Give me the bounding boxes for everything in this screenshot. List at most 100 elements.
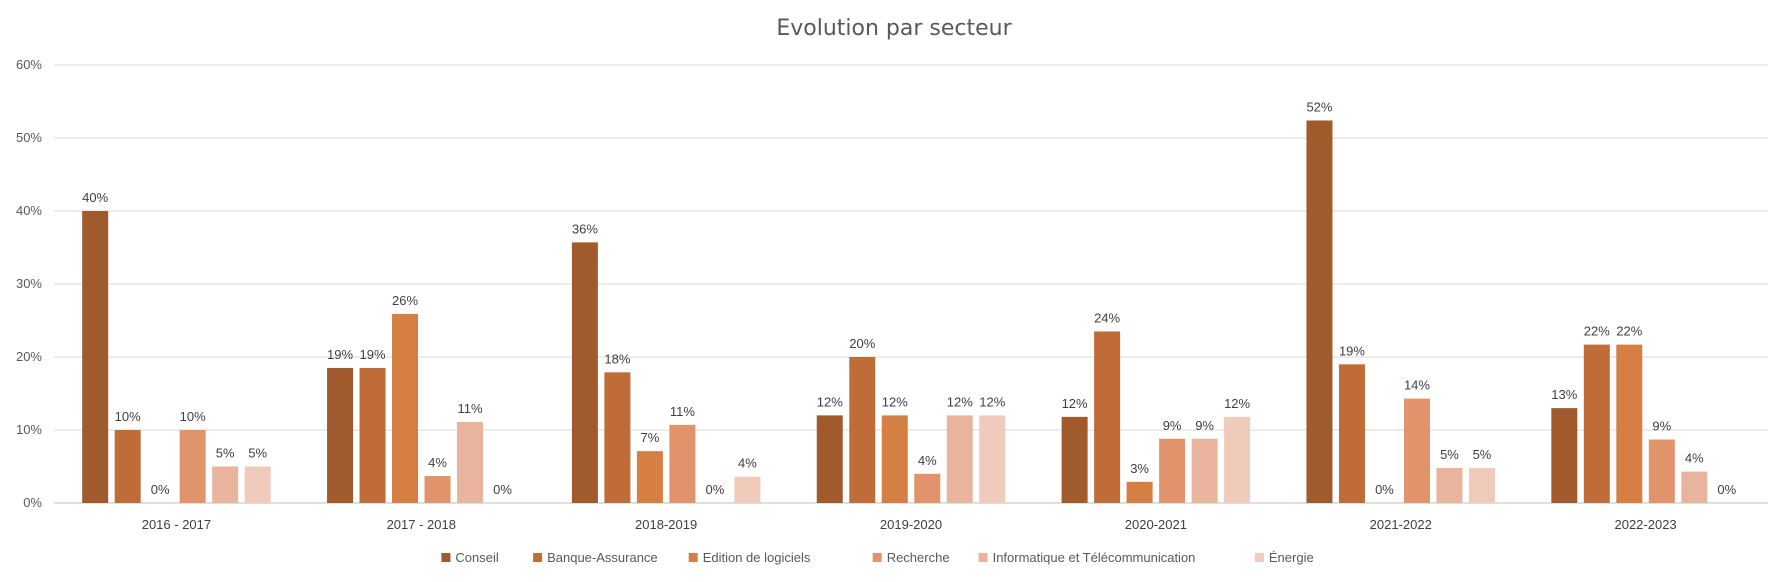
data-label: 12% (1224, 396, 1250, 411)
legend-label: Edition de logiciels (703, 550, 811, 565)
bar (1648, 439, 1675, 503)
bar (849, 357, 876, 503)
x-category-label: 2021-2022 (1370, 517, 1432, 532)
data-label: 0% (1717, 482, 1736, 497)
data-label: 0% (493, 482, 512, 497)
y-tick-label: 30% (16, 276, 42, 291)
legend-label: Énergie (1269, 550, 1314, 565)
bar (914, 473, 941, 503)
bar (1126, 481, 1153, 503)
bar (114, 430, 141, 503)
bar (1191, 438, 1218, 503)
data-label: 5% (1440, 447, 1459, 462)
legend-swatch (533, 553, 543, 562)
bar (1551, 408, 1578, 503)
data-label: 11% (458, 401, 483, 416)
data-label: 11% (670, 404, 695, 419)
legend-swatch (688, 553, 698, 562)
legend-label: Banque-Assurance (547, 550, 658, 565)
data-label: 9% (1195, 418, 1214, 433)
x-axis-categories: 2016 - 2017 2017 - 2018 2018-2019 2019-2020… (142, 517, 1677, 532)
legend-label: Conseil (455, 550, 498, 565)
y-tick-label: 10% (16, 422, 42, 437)
data-label: 12% (1062, 396, 1088, 411)
bar (571, 242, 598, 503)
bar (359, 367, 386, 503)
bar (82, 211, 109, 503)
data-label: 19% (360, 347, 386, 362)
grid-lines (54, 64, 1768, 504)
bar (636, 451, 663, 503)
data-label: 10% (115, 409, 141, 424)
data-label: 9% (1652, 418, 1671, 433)
data-label: 40% (82, 190, 108, 205)
data-label: 12% (947, 394, 973, 409)
data-label: 10% (180, 409, 206, 424)
data-label: 4% (918, 453, 937, 468)
data-label: 4% (738, 456, 757, 471)
bars (82, 120, 1708, 503)
legend-label: Informatique et Télécommunication (993, 550, 1196, 565)
data-label: 12% (979, 394, 1005, 409)
y-tick-label: 60% (16, 57, 42, 72)
bar (244, 466, 271, 503)
data-label: 13% (1551, 387, 1577, 402)
legend-swatch (1254, 553, 1264, 562)
bar (1403, 398, 1430, 503)
data-label: 5% (216, 446, 235, 461)
bar (979, 415, 1006, 503)
y-tick-label: 20% (16, 349, 42, 364)
data-label: 22% (1616, 324, 1642, 339)
bar (1094, 331, 1121, 503)
bar (881, 415, 908, 503)
x-category-label: 2018-2019 (635, 517, 697, 532)
data-label: 19% (1339, 343, 1365, 358)
data-label: 4% (428, 455, 447, 470)
bar (1681, 471, 1708, 503)
bar (424, 475, 451, 503)
legend-swatch (872, 553, 882, 562)
bar (327, 367, 354, 503)
bar (1583, 344, 1610, 503)
data-label: 24% (1094, 310, 1120, 325)
bar (392, 313, 419, 503)
data-label: 3% (1130, 461, 1149, 476)
data-label: 5% (1473, 447, 1492, 462)
data-label: 18% (604, 351, 630, 366)
data-label: 9% (1163, 418, 1182, 433)
chart-title: Evolution par secteur (776, 16, 1012, 41)
bar (179, 430, 206, 503)
data-label: 5% (248, 446, 267, 461)
data-label: 0% (705, 482, 724, 497)
bar (734, 476, 761, 503)
y-axis-ticks: 0% 10% 20% 30% 40% 50% 60% (16, 57, 42, 510)
data-label: 26% (392, 293, 418, 308)
bar (1061, 416, 1088, 503)
bar (1616, 344, 1643, 503)
data-label: 22% (1584, 324, 1610, 339)
bar (669, 424, 696, 503)
bar (1224, 416, 1251, 503)
data-label: 0% (151, 482, 170, 497)
y-tick-label: 40% (16, 203, 42, 218)
legend-swatch (978, 553, 988, 562)
bar (1159, 438, 1186, 503)
legend: Conseil Banque-Assurance Edition de logici… (441, 550, 1314, 565)
data-label: 7% (640, 430, 659, 445)
x-category-label: 2017 - 2018 (387, 517, 456, 532)
y-tick-label: 50% (16, 130, 42, 145)
data-label: 12% (882, 394, 908, 409)
data-labels: 40% 10% 0% 10% 5% 5% 19% 19% 26% 4% 11% 0% 36% 18% 7% 1… (82, 99, 1736, 497)
bar (1306, 120, 1333, 503)
legend-label: Recherche (887, 550, 950, 565)
data-label: 0% (1375, 482, 1394, 497)
x-category-label: 2020-2021 (1125, 517, 1187, 532)
bar (457, 421, 484, 503)
bar (1468, 467, 1495, 503)
x-category-label: 2022-2023 (1614, 517, 1676, 532)
bar (1338, 364, 1365, 503)
data-label: 19% (327, 347, 353, 362)
legend-swatch (441, 553, 451, 562)
bar (604, 372, 631, 503)
